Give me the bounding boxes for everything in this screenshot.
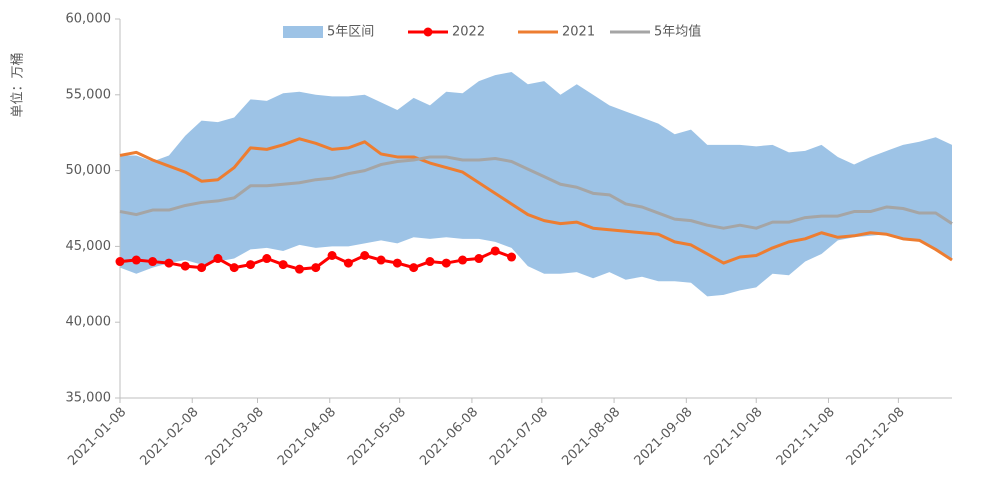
x-tick-label: 2021-06-08 [417,405,481,469]
x-tick-label: 2021-11-08 [774,405,838,469]
legend-label: 5年均值 [654,24,701,40]
y-tick-label: 50,000 [66,163,112,178]
data-point [131,255,141,265]
x-tick-label: 2021-12-08 [844,405,908,469]
data-point [360,250,370,260]
legend-item: 2022 [408,25,485,40]
data-point [490,246,500,256]
y-tick-label: 55,000 [66,87,112,102]
x-tick-label: 2021-09-08 [632,405,696,469]
data-point [115,257,125,267]
legend-item: 5年均值 [610,24,701,40]
data-point [425,257,435,267]
data-point [343,258,353,268]
data-point [180,261,190,271]
legend-marker [423,27,433,37]
y-tick-label: 35,000 [66,391,112,406]
series-line [119,155,953,230]
data-point [213,254,223,264]
legend-label: 5年区间 [327,25,374,40]
data-point [507,252,517,262]
legend-swatch [283,26,323,38]
legend-item: 5年区间 [283,25,374,40]
y-axis-label: 单位：万桶 [11,52,26,117]
legend-label: 2022 [452,25,485,40]
data-point [409,263,419,273]
data-point [262,254,272,264]
data-point [392,258,402,268]
x-tick-label: 2021-10-08 [702,405,766,469]
legend-item: 2021 [518,25,595,40]
data-point [148,257,158,267]
data-point [278,260,288,270]
x-tick-label: 2021-02-08 [138,405,202,469]
data-point [376,255,386,265]
y-tick-label: 40,000 [66,315,112,330]
x-tick-label: 2021-04-08 [275,405,339,469]
data-point [164,258,174,268]
data-point [246,260,256,270]
data-point [474,254,484,264]
data-point [458,255,468,265]
series-line [119,137,953,265]
data-point [294,264,304,274]
x-tick-label: 2021-03-08 [203,405,267,469]
x-tick-label: 2021-01-08 [65,405,129,469]
legend-label: 2021 [562,25,595,40]
y-tick-label: 45,000 [66,239,112,254]
range-band [120,72,952,297]
x-tick-label: 2021-08-08 [559,405,623,469]
data-point [441,258,451,268]
x-tick-label: 2021-05-08 [345,405,409,469]
x-tick-label: 2021-07-08 [487,405,551,469]
data-point [327,250,337,260]
data-point [311,263,321,273]
data-point [229,263,239,273]
y-tick-label: 60,000 [66,12,112,27]
data-point [197,263,207,273]
